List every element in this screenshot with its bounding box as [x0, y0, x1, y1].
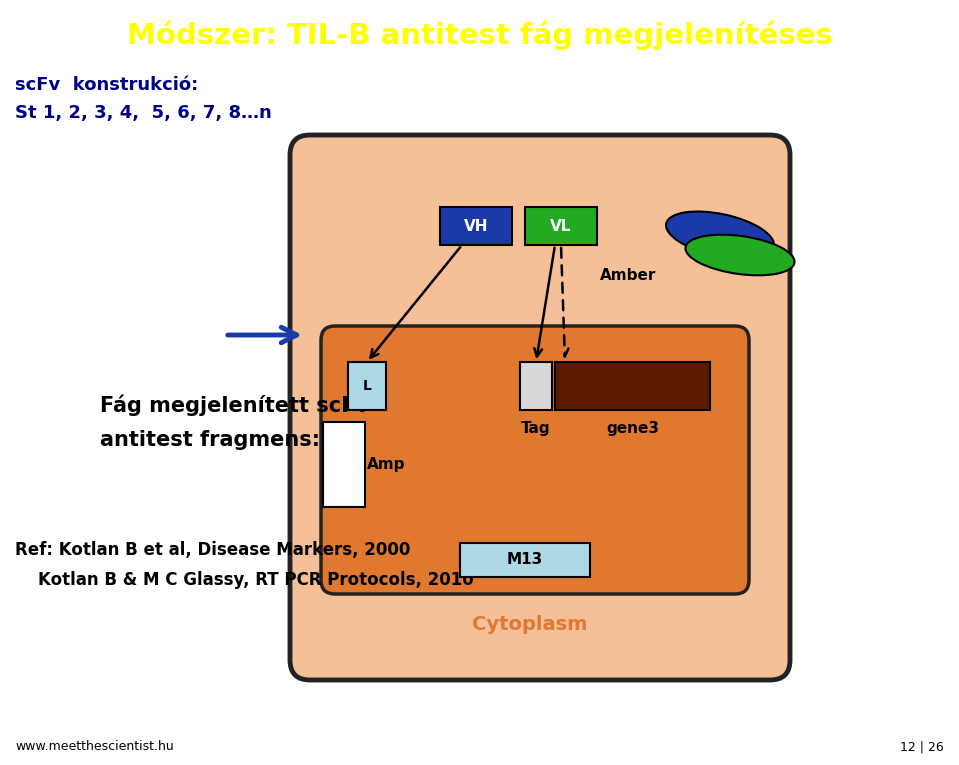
FancyBboxPatch shape: [290, 135, 790, 680]
Bar: [555, 362, 710, 410]
Text: VL: VL: [550, 219, 572, 233]
Text: Fág megjelenített scFv: Fág megjelenített scFv: [100, 394, 369, 415]
Text: VH: VH: [464, 219, 488, 233]
Bar: [323, 422, 365, 507]
Bar: [525, 207, 597, 245]
Bar: [440, 207, 512, 245]
Text: Kotlan B & M C Glassy, RT PCR Protocols, 2010: Kotlan B & M C Glassy, RT PCR Protocols,…: [15, 571, 474, 589]
FancyBboxPatch shape: [321, 326, 749, 594]
Text: Módszer: TIL-B antitest fág megjelenítéses: Módszer: TIL-B antitest fág megjelenítés…: [127, 20, 833, 50]
Ellipse shape: [686, 235, 794, 275]
Text: St 1, 2, 3, 4,  5, 6, 7, 8…n: St 1, 2, 3, 4, 5, 6, 7, 8…n: [15, 104, 271, 122]
Ellipse shape: [666, 211, 774, 259]
Text: Tag: Tag: [521, 421, 550, 435]
Text: www.meetthescientist.hu: www.meetthescientist.hu: [15, 741, 174, 754]
Text: M13: M13: [507, 552, 543, 568]
Text: L: L: [363, 379, 371, 393]
Text: scFv  konstrukció:: scFv konstrukció:: [15, 76, 199, 94]
Text: Amp: Amp: [366, 457, 406, 472]
Text: Ref: Kotlan B et al, Disease Markers, 2000: Ref: Kotlan B et al, Disease Markers, 20…: [15, 541, 410, 559]
Bar: [348, 362, 386, 410]
Text: 12 | 26: 12 | 26: [901, 741, 944, 754]
Bar: [460, 543, 590, 577]
Bar: [520, 362, 552, 410]
Text: Amber: Amber: [600, 268, 656, 282]
Text: gene3: gene3: [606, 421, 659, 435]
Text: Phagemid: Phagemid: [535, 500, 644, 519]
Text: Cytoplasm: Cytoplasm: [473, 616, 588, 634]
Text: antitest fragmens:: antitest fragmens:: [100, 430, 320, 450]
